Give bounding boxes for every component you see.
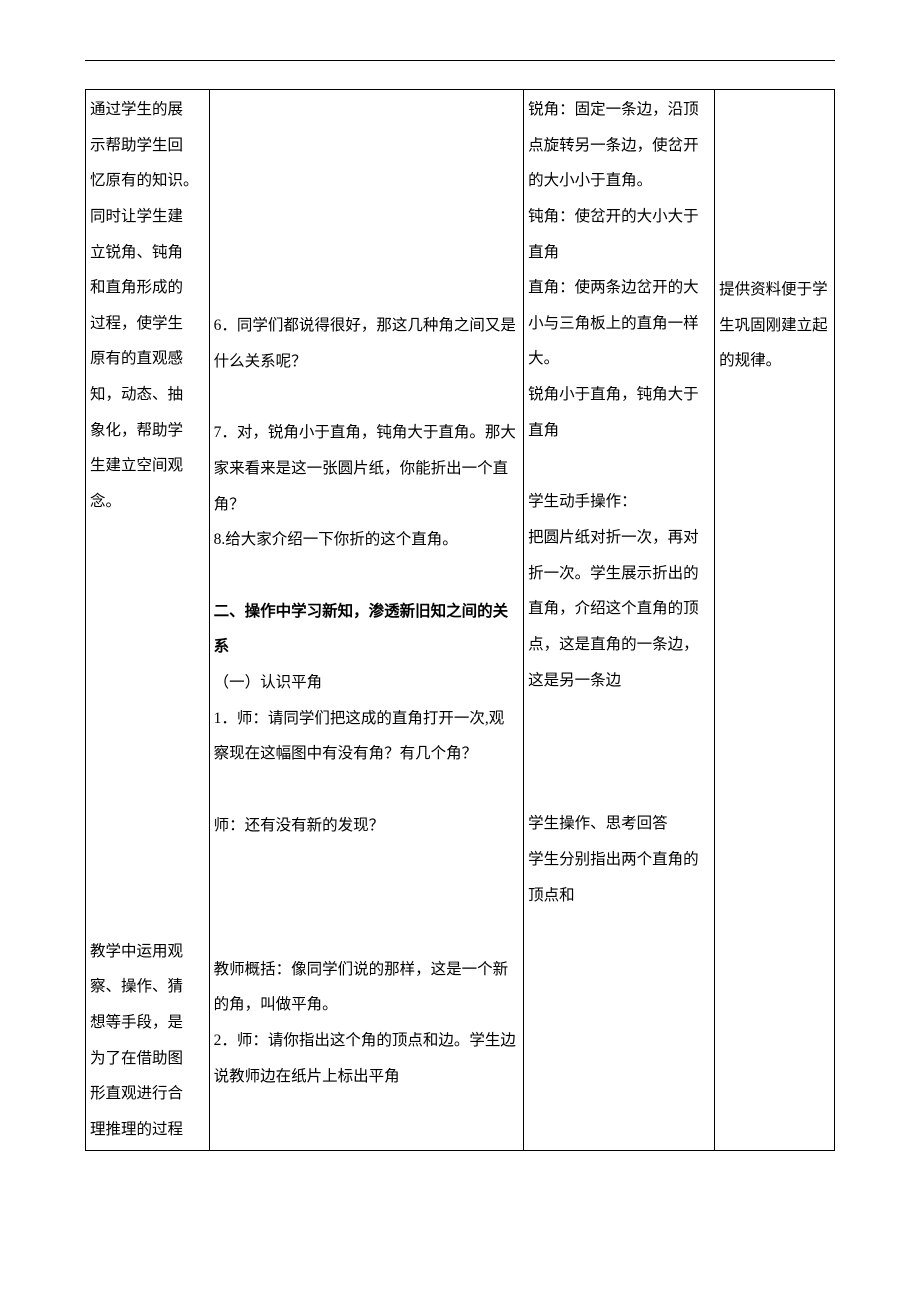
notes-column: 提供资料便于学生巩固刚建立起的规律。 [715, 90, 835, 1151]
table-row: 通过学生的展 示帮助学生回 忆原有的知识。 同时让学生建 立锐角、钝角 和直角形… [86, 90, 835, 1151]
student-operation-title: 学生动手操作： [528, 484, 710, 520]
right-angle-def: 直角：使两条边岔开的大小与三角板上的直角一样大。 [528, 270, 710, 377]
spacer [90, 736, 205, 772]
teacher-activity-column: 6．同学们都说得很好，那这几种角之间又是什么关系呢？ 7．对，锐角小于直角，钝角… [209, 90, 524, 1151]
spacer [214, 236, 520, 272]
section-2-title: 二、操作中学习新知，渗透新旧知之间的关系 [214, 594, 520, 665]
student-activity-column: 锐角：固定一条边，沿顶点旋转另一条边，使岔开的大小小于直角。 钝角：使岔开的大小… [524, 90, 715, 1151]
student-response-2: 学生分别指出两个直角的顶点和 [528, 842, 710, 913]
text-line: 理推理的过程 [90, 1112, 205, 1148]
text-line: 察、操作、猜 [90, 969, 205, 1005]
text-line: 生建立空间观 [90, 448, 205, 484]
spacer [90, 880, 205, 916]
spacer [214, 92, 520, 128]
spacer [90, 556, 205, 592]
text-line: 示帮助学生回 [90, 128, 205, 164]
spacer [90, 520, 205, 556]
student-response-1: 学生操作、思考回答 [528, 806, 710, 842]
design-note: 提供资料便于学生巩固刚建立起的规律。 [719, 272, 830, 379]
subsection-1: （一）认识平角 [214, 665, 520, 701]
teacher-followup: 师：还有没有新的发现？ [214, 808, 520, 844]
spacer [214, 200, 520, 236]
spacer [528, 698, 710, 734]
spacer [214, 880, 520, 916]
top-divider [85, 60, 835, 61]
spacer [90, 844, 205, 880]
spacer [90, 772, 205, 808]
spacer [214, 379, 520, 415]
design-intent-column: 通过学生的展 示帮助学生回 忆原有的知识。 同时让学生建 立锐角、钝角 和直角形… [86, 90, 210, 1151]
text-line: 过程，使学生 [90, 306, 205, 342]
spacer [214, 164, 520, 200]
spacer [90, 592, 205, 628]
acute-angle-def: 锐角：固定一条边，沿顶点旋转另一条边，使岔开的大小小于直角。 [528, 92, 710, 199]
spacer [90, 628, 205, 664]
lesson-plan-table: 通过学生的展 示帮助学生回 忆原有的知识。 同时让学生建 立锐角、钝角 和直角形… [85, 89, 835, 1151]
teacher-summary: 教师概括：像同学们说的那样，这是一个新的角，叫做平角。 [214, 952, 520, 1023]
text-line: 立锐角、钝角 [90, 235, 205, 271]
page: 通过学生的展 示帮助学生回 忆原有的知识。 同时让学生建 立锐角、钝角 和直角形… [0, 0, 920, 1211]
text-line: 念。 [90, 484, 205, 520]
text-line: 教学中运用观 [90, 934, 205, 970]
spacer [528, 448, 710, 484]
teacher-step-2: 2．师：请你指出这个角的顶点和边。学生边说教师边在纸片上标出平角 [214, 1023, 520, 1094]
spacer [719, 200, 830, 236]
teacher-question-6: 6．同学们都说得很好，那这几种角之间又是什么关系呢？ [214, 308, 520, 379]
spacer [90, 700, 205, 736]
angle-relation: 锐角小于直角，钝角大于直角 [528, 377, 710, 448]
obtuse-angle-def: 钝角：使岔开的大小大于直角 [528, 199, 710, 270]
spacer [214, 916, 520, 952]
teacher-step-1: 1．师：请同学们把这成的直角打开一次,观察现在这幅图中有没有角？有几个角？ [214, 701, 520, 772]
spacer [214, 772, 520, 808]
spacer [719, 164, 830, 200]
text-line: 象化，帮助学 [90, 413, 205, 449]
spacer [90, 808, 205, 844]
spacer [214, 558, 520, 594]
text-line: 知，动态、抽 [90, 377, 205, 413]
text-line: 原有的直观感 [90, 341, 205, 377]
text-line: 为了在借助图 [90, 1041, 205, 1077]
text-line: 通过学生的展 [90, 92, 205, 128]
spacer [719, 128, 830, 164]
teacher-question-7: 7．对，锐角小于直角，钝角大于直角。那大家来看来是这一张圆片纸，你能折出一个直角… [214, 415, 520, 522]
spacer [90, 916, 205, 934]
spacer [214, 272, 520, 308]
spacer [528, 770, 710, 806]
text-line: 同时让学生建 [90, 199, 205, 235]
student-operation-body: 把圆片纸对折一次，再对折一次。学生展示折出的直角，介绍这个直角的顶点，这是直角的… [528, 520, 710, 698]
spacer [719, 92, 830, 128]
text-line: 忆原有的知识。 [90, 163, 205, 199]
spacer [528, 734, 710, 770]
text-line: 和直角形成的 [90, 270, 205, 306]
teacher-question-8: 8.给大家介绍一下你折的这个直角。 [214, 522, 520, 558]
text-line: 想等手段，是 [90, 1005, 205, 1041]
spacer [214, 844, 520, 880]
spacer [719, 236, 830, 272]
text-line: 形直观进行合 [90, 1076, 205, 1112]
spacer [90, 664, 205, 700]
spacer [214, 128, 520, 164]
